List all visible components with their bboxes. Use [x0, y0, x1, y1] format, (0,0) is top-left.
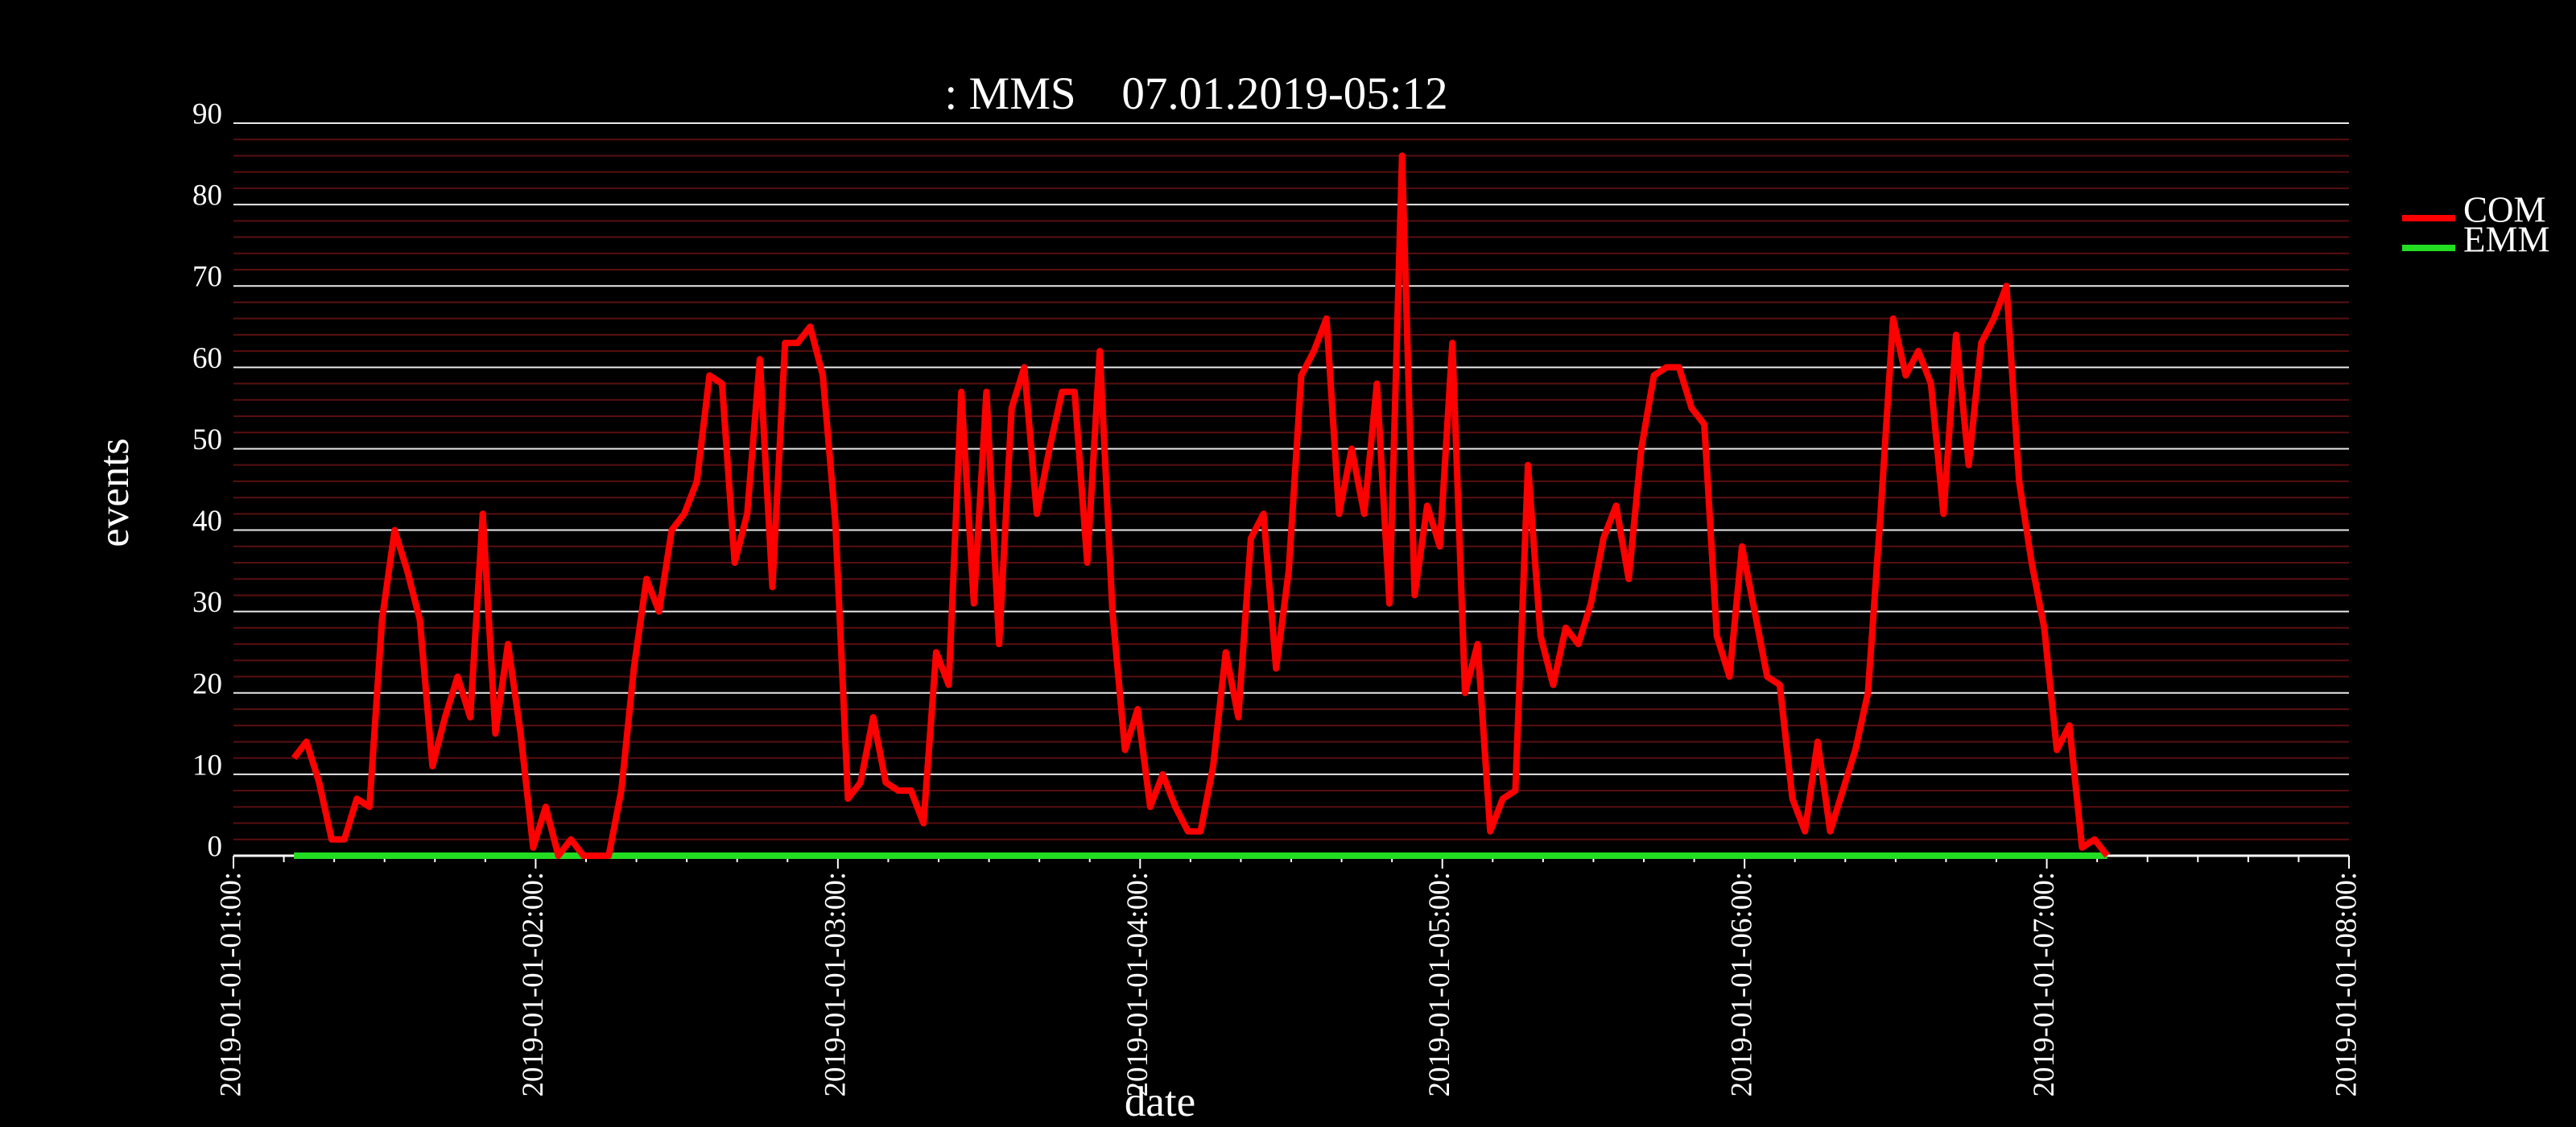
- x-tick-label: 2019-01-01-01:00:: [214, 872, 247, 1097]
- legend-label: COM: [2463, 189, 2546, 229]
- y-tick-label: 0: [208, 830, 223, 863]
- x-tick-label: 2019-01-01-05:00:: [1423, 872, 1456, 1097]
- y-tick-label: 60: [192, 342, 222, 375]
- y-tick-label: 90: [192, 97, 222, 130]
- x-tick-label: 2019-01-01-04:00:: [1121, 872, 1154, 1097]
- y-tick-label: 20: [192, 667, 222, 700]
- x-tick-label: 2019-01-01-03:00:: [819, 872, 852, 1097]
- legend-label: EMM: [2463, 219, 2550, 259]
- y-tick-label: 70: [192, 261, 222, 294]
- y-axis-label: events: [91, 438, 138, 547]
- y-tick-label: 50: [192, 423, 222, 456]
- x-tick-label: 2019-01-01-02:00:: [517, 872, 550, 1097]
- y-tick-label: 10: [192, 749, 222, 782]
- y-tick-label: 80: [192, 180, 222, 213]
- x-tick-label: 2019-01-01-07:00:: [2028, 872, 2061, 1097]
- x-tick-label: 2019-01-01-08:00:: [2330, 872, 2363, 1097]
- y-tick-label: 30: [192, 586, 222, 619]
- x-tick-label: 2019-01-01-06:00:: [1726, 872, 1759, 1097]
- x-axis-label: date: [1125, 1079, 1195, 1125]
- y-tick-label: 40: [192, 505, 222, 538]
- chart-subtitle: 07.01.2019-05:12: [1121, 68, 1447, 119]
- series-line: [291, 152, 2110, 859]
- chart-title: : MMS: [944, 68, 1075, 119]
